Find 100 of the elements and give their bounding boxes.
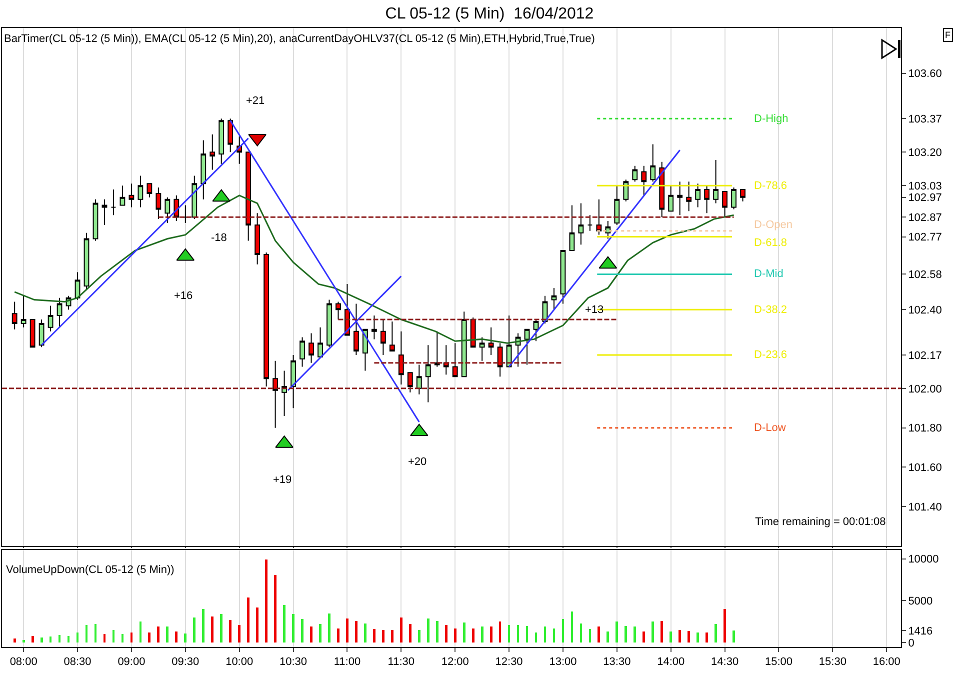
annotation: +13 xyxy=(585,304,604,316)
y-tick-label: 102.00 xyxy=(908,383,942,396)
candlestick xyxy=(596,198,602,236)
candlestick xyxy=(569,204,575,252)
candlestick xyxy=(290,354,296,409)
candlestick xyxy=(605,220,611,240)
candlestick xyxy=(300,336,305,368)
bar xyxy=(247,597,250,643)
bar xyxy=(732,630,735,643)
bar xyxy=(175,632,178,643)
candlestick xyxy=(110,189,116,216)
bar xyxy=(706,632,708,643)
bar xyxy=(265,560,268,643)
bar xyxy=(480,626,484,643)
candlestick xyxy=(479,336,485,362)
candlestick xyxy=(578,202,584,246)
candlestick xyxy=(686,181,692,212)
y-tick-label: 102.58 xyxy=(908,269,942,282)
y-tick-label: 0 xyxy=(908,637,914,650)
x-tick-label: 16:00 xyxy=(872,656,900,668)
text: D-61.8 xyxy=(754,237,788,249)
candlestick xyxy=(677,181,683,216)
bar xyxy=(13,638,16,643)
bar xyxy=(444,624,448,643)
text: D-Low xyxy=(754,422,786,434)
bar xyxy=(418,630,420,643)
candlestick xyxy=(497,342,503,378)
annotation: BarTimer(CL 05-12 (5 Min)), EMA(CL 05-12 (5 Min),20), anaCurrentDayOHLV37(CL 05-12 (5 Min),ETH,Hybrid,True,True) xyxy=(4,33,595,45)
bar xyxy=(454,628,456,643)
bar xyxy=(688,630,690,643)
y-tick-label: 103.20 xyxy=(908,146,942,159)
bar xyxy=(184,633,187,643)
bar xyxy=(355,620,358,643)
bar xyxy=(724,609,726,643)
x-tick-label: 10:30 xyxy=(280,656,308,668)
candlestick xyxy=(470,317,476,348)
candlestick xyxy=(452,342,458,378)
candlestick xyxy=(623,179,629,202)
bar xyxy=(670,632,672,643)
candlestick xyxy=(156,187,162,220)
candlestick xyxy=(722,190,728,218)
bar xyxy=(616,622,618,643)
annotation: +16 xyxy=(174,290,193,302)
y-tick-label: 102.97 xyxy=(908,192,942,204)
annotation: +20 xyxy=(408,456,427,468)
candlestick xyxy=(182,204,188,224)
bar xyxy=(606,632,610,643)
text: D-High xyxy=(754,113,788,125)
candlestick xyxy=(641,165,647,196)
y-tick-label: 102.77 xyxy=(908,232,942,244)
y-tick-label: 1416 xyxy=(908,626,933,638)
candlestick xyxy=(461,311,467,378)
candlestick xyxy=(533,319,539,342)
candlestick xyxy=(614,185,620,226)
candlestick xyxy=(30,319,36,348)
y-tick-label: 103.60 xyxy=(908,68,942,80)
candlestick xyxy=(713,159,719,204)
bar xyxy=(400,617,402,643)
candlestick xyxy=(443,344,449,376)
bar xyxy=(328,613,330,643)
x-tick-label: 15:00 xyxy=(764,656,793,668)
bar xyxy=(229,620,232,643)
text: D-Mid xyxy=(754,268,784,280)
bar xyxy=(202,609,205,643)
bar xyxy=(22,640,25,643)
bar xyxy=(598,626,600,643)
bar xyxy=(472,628,474,643)
bar xyxy=(660,620,664,643)
candlestick xyxy=(228,118,234,153)
candlestick xyxy=(128,183,134,208)
x-tick-label: 08:00 xyxy=(10,656,38,668)
text: F xyxy=(945,30,951,40)
text: D-23.6 xyxy=(754,349,788,361)
candlestick xyxy=(120,185,126,206)
bar xyxy=(364,623,366,643)
bar xyxy=(166,626,169,643)
bar xyxy=(390,630,394,643)
annotation: +19 xyxy=(273,474,292,486)
bar xyxy=(382,630,384,643)
candlestick xyxy=(200,140,206,200)
text: D-78.6 xyxy=(754,180,788,192)
candlestick xyxy=(20,295,26,328)
bar xyxy=(40,638,43,643)
line-series xyxy=(14,194,735,344)
candlestick xyxy=(425,344,431,403)
candlestick xyxy=(272,360,278,428)
candlestick xyxy=(362,328,368,372)
candlestick xyxy=(254,212,260,265)
x-tick-label: 13:30 xyxy=(603,656,631,668)
candlestick xyxy=(12,301,18,330)
bar xyxy=(256,607,259,643)
candlestick xyxy=(102,198,108,226)
bar xyxy=(238,624,241,643)
candlestick xyxy=(650,144,656,182)
candlestick xyxy=(380,319,386,356)
y-tick-label: 102.17 xyxy=(908,350,942,362)
x-tick-label: 14:00 xyxy=(657,656,685,668)
candlestick xyxy=(416,364,422,395)
candlestick xyxy=(389,320,395,352)
text: D-Open xyxy=(754,219,793,231)
